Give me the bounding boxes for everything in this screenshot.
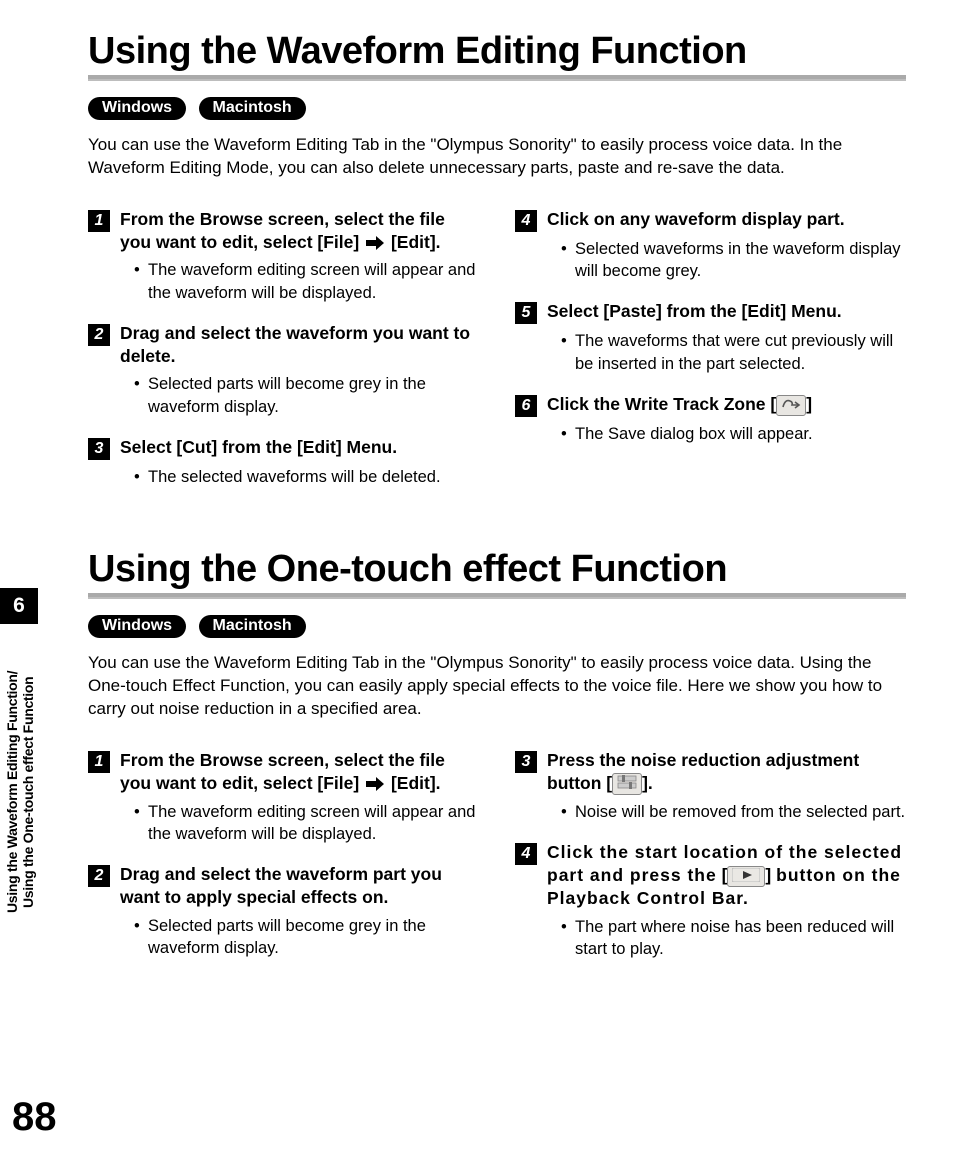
step-title: Click the start location of the selected… [547,841,906,910]
step-title: Drag and select the waveform part you wa… [120,863,479,909]
step-title: Select [Cut] from the [Edit] Menu. [120,436,397,459]
step-bullet: Selected parts will become grey in the w… [134,373,479,418]
chapter-tab: 6 [0,588,38,624]
section1-columns: 1 From the Browse screen, select the file… [88,208,906,506]
step-bullet: The part where noise has been reduced wi… [561,916,906,961]
step-2: 2 Drag and select the waveform part you w… [88,863,479,959]
step-number: 5 [515,302,537,324]
step-bullets: Selected parts will become grey in the w… [88,373,479,418]
step-title: From the Browse screen, select the file … [120,749,479,795]
pill-macintosh: Macintosh [199,97,306,120]
step-5: 5 Select [Paste] from the [Edit] Menu. The… [515,300,906,375]
step-3: 3 Press the noise reduction adjustment bu… [515,749,906,823]
step-title: Click on any waveform display part. [547,208,845,231]
step-6: 6 Click the Write Track Zone [] The Save d… [515,393,906,445]
section2-columns: 1 From the Browse screen, select the file… [88,749,906,978]
pill-windows-2: Windows [88,615,186,638]
step-bullet: The waveforms that were cut previously w… [561,330,906,375]
step-bullet: The selected waveforms will be deleted. [134,466,479,488]
side-line2: Using the One-touch effect Function [20,676,36,907]
step-3: 3 Select [Cut] from the [Edit] Menu. The s… [88,436,479,488]
step-bullets: The waveform editing screen will appear … [88,801,479,846]
step-4: 4 Click the start location of the selecte… [515,841,906,960]
pill-windows: Windows [88,97,186,120]
step-number: 4 [515,210,537,232]
platform-pills-1: Windows Macintosh [88,97,906,120]
step-title: Select [Paste] from the [Edit] Menu. [547,300,842,323]
section2-intro: You can use the Waveform Editing Tab in … [88,652,906,721]
step-bullets: The waveforms that were cut previously w… [515,330,906,375]
step-bullet: Selected waveforms in the waveform displ… [561,238,906,283]
step-number: 3 [88,438,110,460]
step-1: 1 From the Browse screen, select the file… [88,208,479,304]
pill-macintosh-2: Macintosh [199,615,306,638]
step-bullet: The waveform editing screen will appear … [134,259,479,304]
step-bullet: Selected parts will become grey in the w… [134,915,479,960]
step-bullet: The waveform editing screen will appear … [134,801,479,846]
step-number: 2 [88,324,110,346]
page-number: 88 [12,1095,57,1140]
section2-title: Using the One-touch effect Function [88,548,906,597]
step-bullet: The Save dialog box will appear. [561,423,906,445]
step-title: Press the noise reduction adjustment but… [547,749,906,795]
step-bullets: Noise will be removed from the selected … [515,801,906,823]
step-bullets: Selected parts will become grey in the w… [88,915,479,960]
step-bullets: Selected waveforms in the waveform displ… [515,238,906,283]
step-bullets: The part where noise has been reduced wi… [515,916,906,961]
step-2: 2 Drag and select the waveform you want t… [88,322,479,418]
step-number: 4 [515,843,537,865]
step-number: 1 [88,210,110,232]
step-title: Drag and select the waveform you want to… [120,322,479,368]
step-title: Click the Write Track Zone [] [547,393,812,416]
step-number: 6 [515,395,537,417]
step-number: 2 [88,865,110,887]
step-bullet: Noise will be removed from the selected … [561,801,906,823]
step-1: 1 From the Browse screen, select the file… [88,749,479,845]
step-number: 3 [515,751,537,773]
step-bullets: The waveform editing screen will appear … [88,259,479,304]
step-number: 1 [88,751,110,773]
step-4: 4 Click on any waveform display part. Sele… [515,208,906,283]
platform-pills-2: Windows Macintosh [88,615,906,638]
step-title: From the Browse screen, select the file … [120,208,479,254]
section1-title: Using the Waveform Editing Function [88,30,906,79]
section1-intro: You can use the Waveform Editing Tab in … [88,134,906,180]
side-line1: Using the Waveform Editing Function/ [4,671,20,913]
step-bullets: The selected waveforms will be deleted. [88,466,479,488]
step-bullets: The Save dialog box will appear. [515,423,906,445]
side-running-title: Using the Waveform Editing Function/ Usi… [4,632,64,952]
